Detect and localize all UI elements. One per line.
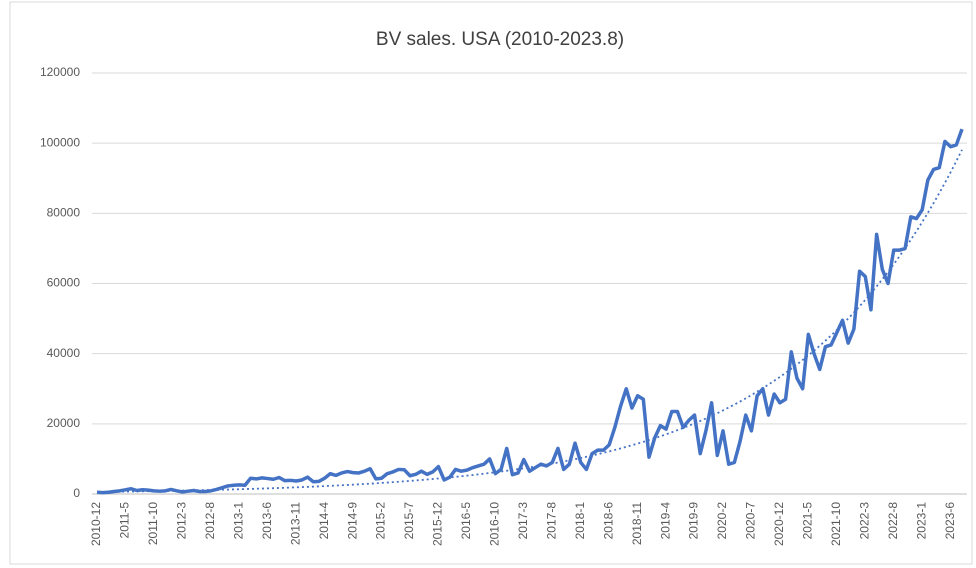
x-tick-label: 2013-6 [260, 502, 274, 540]
x-tick-label: 2017-8 [544, 502, 558, 540]
x-tick-label: 2016-10 [488, 502, 502, 546]
line [96, 128, 964, 495]
x-tick-label: 2014-9 [345, 502, 359, 540]
x-tick-label: 2011-5 [118, 502, 132, 539]
x-tick-label: 2020-7 [744, 502, 758, 540]
x-tick-label: 2019-9 [687, 502, 701, 540]
x-tick-label: 2013-1 [231, 502, 245, 540]
x-tick-label: 2020-12 [772, 502, 786, 546]
x-tick-label: 2015-7 [402, 502, 416, 540]
y-tick-label: 120000 [40, 65, 80, 79]
x-tick-label: 2015-12 [431, 502, 445, 546]
y-tick-label: 80000 [47, 206, 81, 220]
x-tick-label: 2023-1 [914, 502, 928, 540]
x-tick-label: 2018-6 [601, 502, 615, 540]
x-tick-label: 2015-2 [374, 502, 388, 540]
x-tick-label: 2018-11 [630, 502, 644, 545]
x-tick-label: 2022-3 [857, 502, 871, 540]
x-tick-label: 2023-6 [943, 502, 957, 540]
x-tick-label: 2013-11 [288, 502, 302, 545]
x-tick-label: 2019-4 [658, 502, 672, 540]
x-tick-label: 2012-8 [203, 502, 217, 540]
x-tick-label: 2010-12 [89, 502, 103, 546]
x-tick-label: 2016-5 [459, 502, 473, 540]
y-tick-label: 20000 [47, 416, 81, 430]
x-tick-label: 2018-1 [573, 502, 587, 540]
y-tick-label: 60000 [47, 276, 81, 290]
x-tick-label: 2021-5 [801, 502, 815, 540]
trend-line [96, 149, 963, 493]
chart-title: BV sales. USA (2010-2023.8) [376, 29, 624, 50]
x-tick-label: 2022-8 [886, 502, 900, 540]
x-tick-label: 2011-10 [146, 502, 160, 545]
x-tick-label: 2021-10 [829, 502, 843, 546]
y-tick-label: 0 [73, 486, 80, 500]
x-tick-label: 2020-2 [715, 502, 729, 540]
x-tick-label: 2017-3 [516, 502, 530, 540]
y-tick-label: 40000 [47, 346, 81, 360]
x-tick-label: 2014-4 [317, 502, 331, 540]
x-tick-label: 2012-3 [175, 502, 189, 540]
y-tick-label: 100000 [40, 135, 80, 149]
